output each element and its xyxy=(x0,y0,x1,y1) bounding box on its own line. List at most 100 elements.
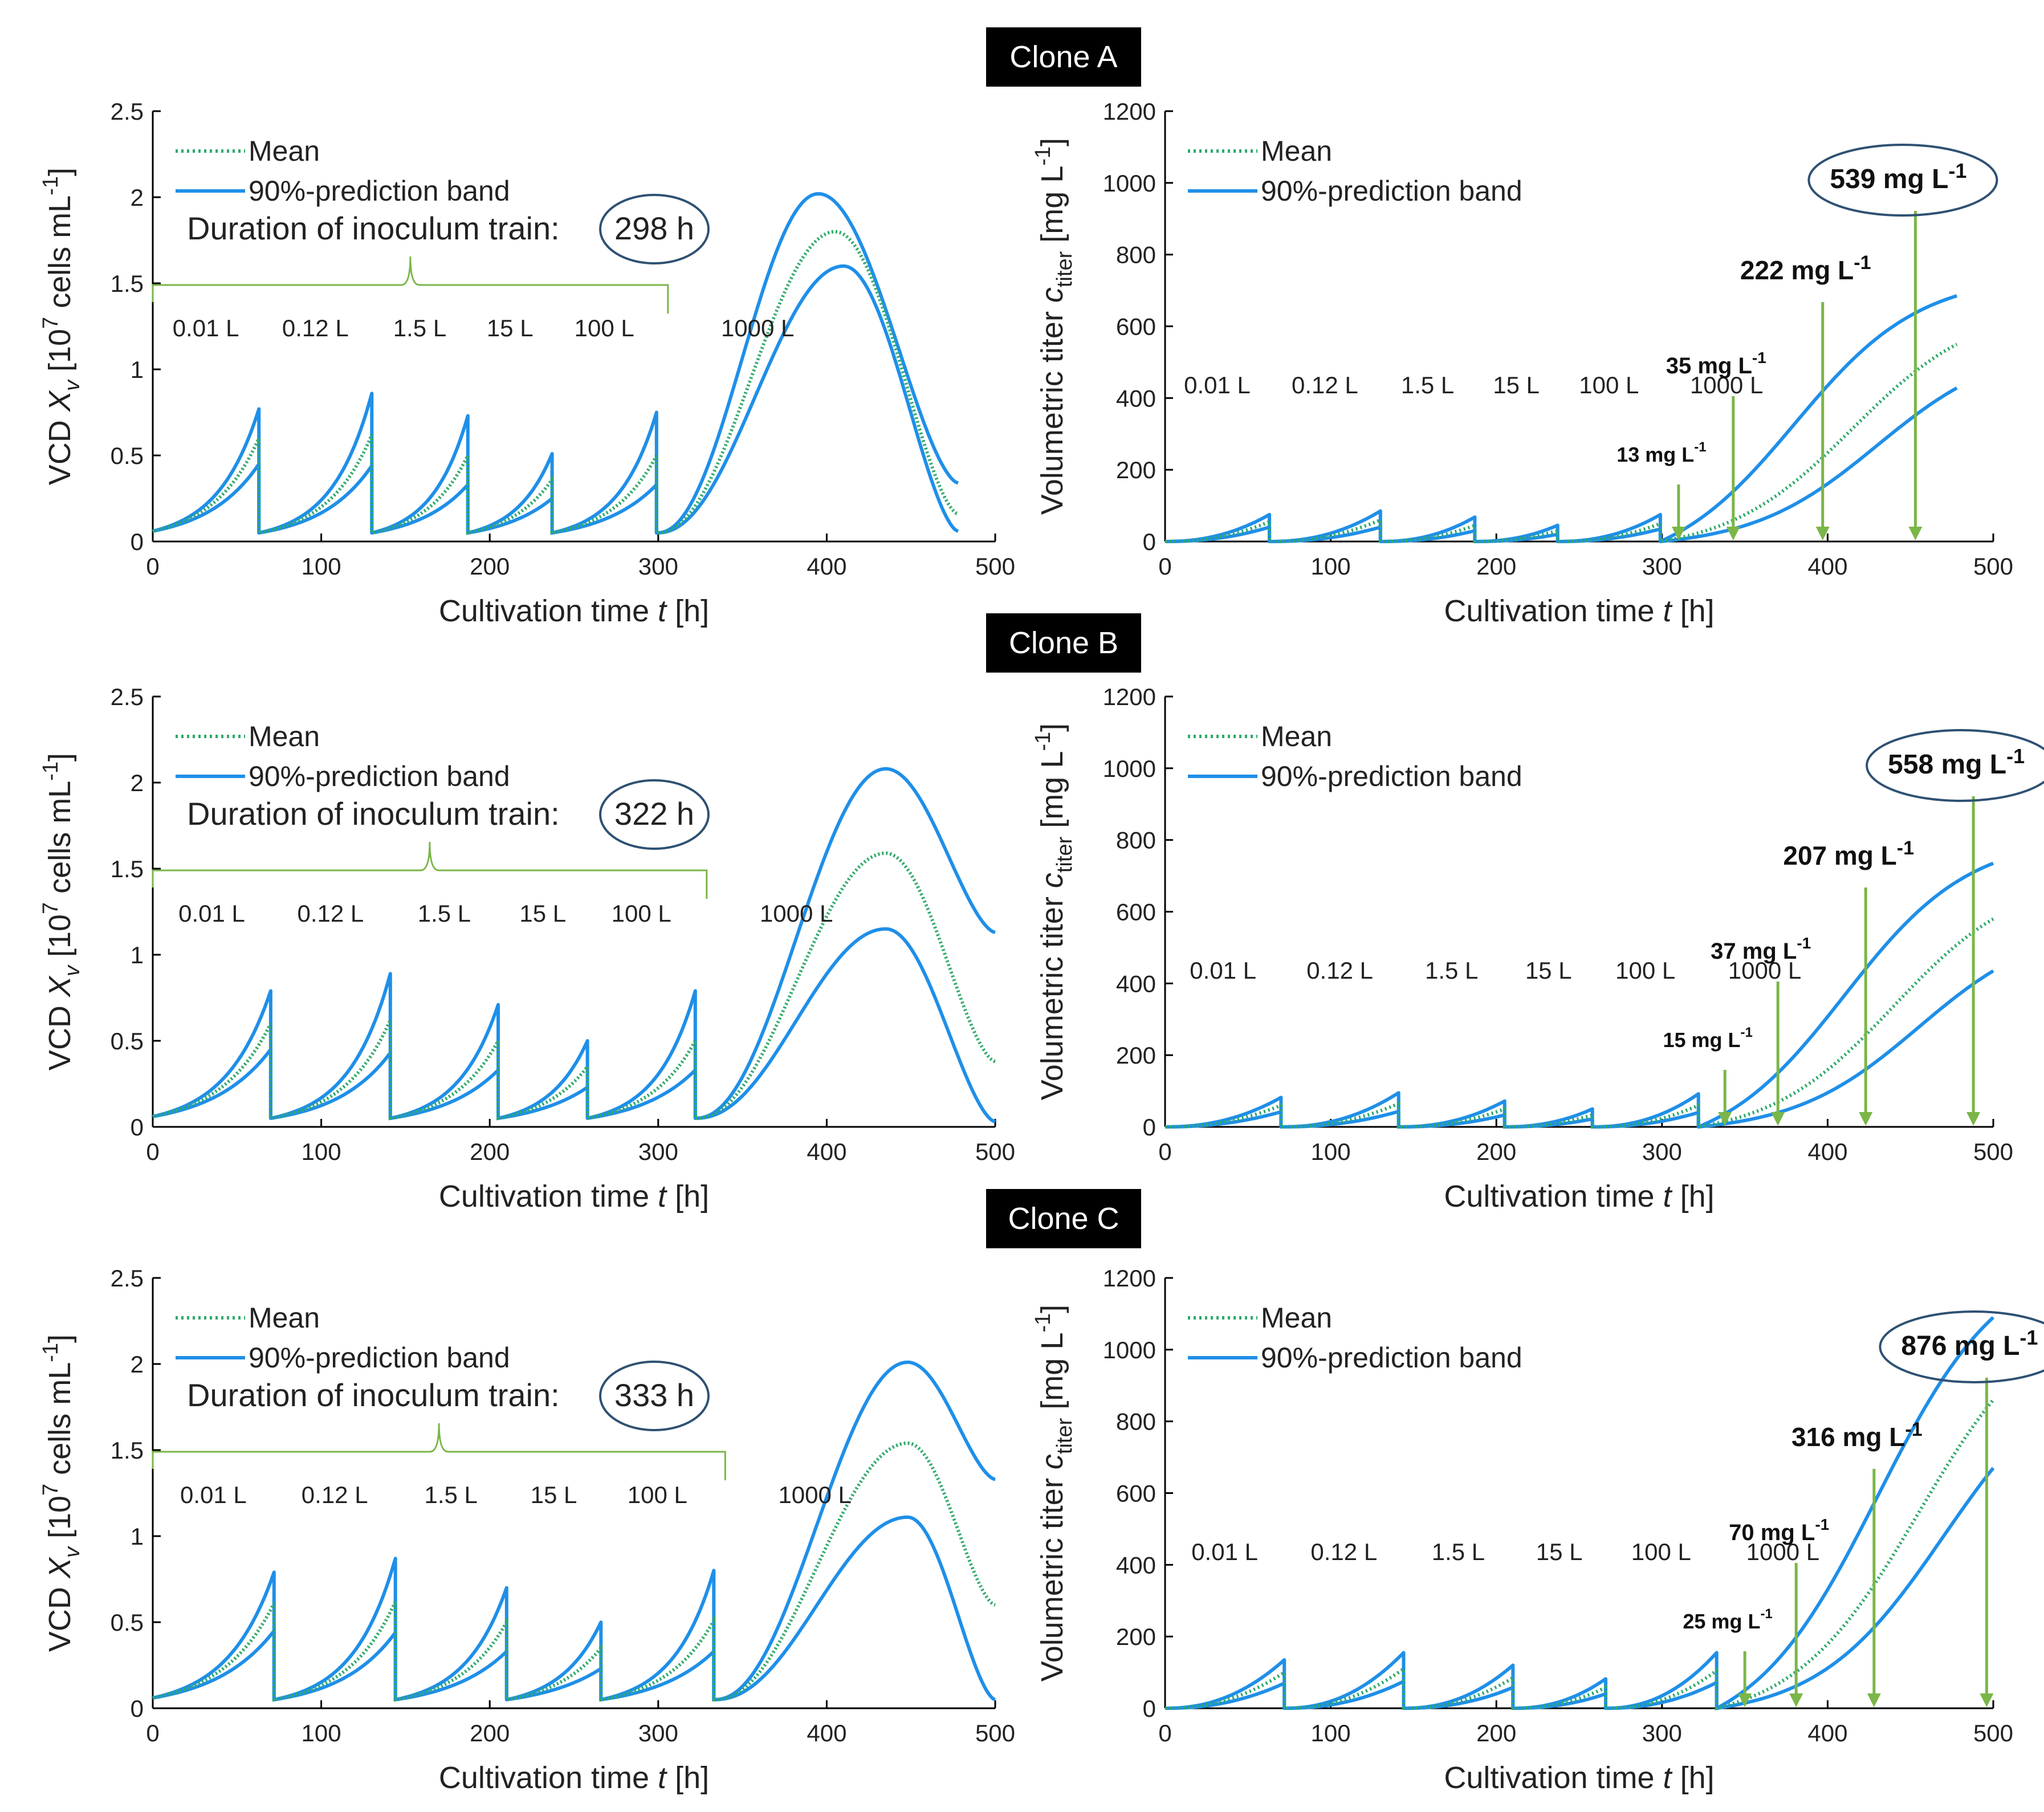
titer-b-legend-mean-label: Mean xyxy=(1261,720,1332,752)
titer-b-y-tick-label: 1000 xyxy=(1103,755,1156,782)
vcd-a-x-tick-label: 300 xyxy=(638,553,678,580)
vcd-a-stage-label: 0.01 L xyxy=(173,315,239,341)
titer-c-annotation-label: 316 mg L-1 xyxy=(1791,1419,1923,1452)
titer-b-x-tick-label: 300 xyxy=(1642,1138,1682,1165)
titer-c-band-upper-line xyxy=(1165,1316,1995,1710)
vcd-c-stage-label: 15 L xyxy=(531,1481,577,1508)
titer-b-stage-label: 1000 L xyxy=(1728,957,1801,984)
vcd-chart-clone-b: 0 100 200 300 400 500 0 0.5 1 1.5 2 2.5 Mean 90%-pred… xyxy=(39,683,1015,1214)
vcd-c-y-tick-label: 1 xyxy=(131,1523,144,1550)
vcd-a-stage-label: 1.5 L xyxy=(393,315,446,341)
titer-a-y-tick-label: 200 xyxy=(1116,457,1156,483)
vcd-a-y-tick-label: 2 xyxy=(131,184,144,211)
vcd-c-stage-label: 0.01 L xyxy=(180,1481,247,1508)
vcd-b-mean-line xyxy=(152,851,996,1121)
titer-c-stage-label: 1.5 L xyxy=(1432,1538,1485,1565)
titer-b-annotation-label: 558 mg L-1 xyxy=(1888,744,2025,780)
vcd-a-stage-label: 1000 L xyxy=(721,315,794,341)
vcd-c-y-tick-label: 2 xyxy=(131,1351,144,1378)
vcd-a-stage-label: 100 L xyxy=(575,315,634,341)
vcd-a-band-upper-line xyxy=(152,192,959,535)
titer-b-annotation-arrowhead xyxy=(1859,1112,1873,1126)
titer-a-x-tick-label: 100 xyxy=(1311,553,1351,580)
clone-c-label-text: Clone C xyxy=(1008,1202,1119,1236)
titer-a-stage-label: 0.12 L xyxy=(1292,372,1358,398)
titer-c-x-tick-label: 200 xyxy=(1476,1720,1516,1746)
titer-a-legend-mean-label: Mean xyxy=(1261,135,1332,167)
vcd-a-x-tick-label: 500 xyxy=(975,553,1015,580)
titer-a-annotation-arrowhead xyxy=(1815,527,1830,540)
chart-panels: 0 100 200 300 400 50000.511.522.5Mean90%-pred… xyxy=(39,98,2044,1795)
titer-b-band-upper-line xyxy=(1165,861,1994,1129)
vcd-c-x-tick-label: 100 xyxy=(302,1720,341,1746)
vcd-c-x-axis-label: Cultivation time t [h] xyxy=(439,1761,709,1795)
vcd-a-x-tick-label: 0 xyxy=(146,553,159,580)
clone-b-label-text: Clone B xyxy=(1009,626,1118,660)
vcd-c-y-tick-label: 0.5 xyxy=(111,1609,144,1636)
titer-a-x-tick-label: 300 xyxy=(1642,553,1682,580)
titer-a-stage-label: 100 L xyxy=(1579,372,1639,398)
titer-b-x-tick-label: 400 xyxy=(1807,1138,1847,1165)
vcd-a-x-tick-label: 400 xyxy=(807,553,846,580)
vcd-a-y-tick-label: 0.5 xyxy=(111,442,144,469)
vcd-b-x-tick-label: 500 xyxy=(975,1138,1015,1165)
titer-a-annotation-ellipse xyxy=(1807,144,1998,217)
vcd-a-y-tick-label: 1 xyxy=(131,356,144,383)
vcd-c-legend-band-label: 90%-prediction band xyxy=(249,1342,510,1374)
vcd-b-stage-label: 15 L xyxy=(519,900,566,927)
vcd-a-duration-value: 298 h xyxy=(614,210,694,246)
titer-chart-clone-b: 0 100 200 300 400 500 0 200 400 600 800 1000 1200 Mea… xyxy=(1031,683,2044,1214)
titer-c-annotation-ellipse xyxy=(1879,1310,2044,1383)
titer-a-y-tick-label: 400 xyxy=(1116,385,1156,412)
vcd-a-x-axis-label: Cultivation time t [h] xyxy=(439,594,709,628)
titer-a-stage-label: 0.01 L xyxy=(1184,372,1251,398)
titer-b-stage-label: 0.01 L xyxy=(1190,957,1256,984)
vcd-c-stage-label: 1.5 L xyxy=(424,1481,477,1508)
titer-b-y-tick-label: 600 xyxy=(1116,899,1156,926)
titer-a-annotation-label: 222 mg L-1 xyxy=(1740,252,1871,285)
clone-c-label: Clone C xyxy=(986,1189,1141,1248)
vcd-a-stage-label: 0.12 L xyxy=(282,315,349,341)
vcd-c-legend-mean-label: Mean xyxy=(249,1302,320,1334)
titer-c-annotation-arrowhead xyxy=(1867,1693,1881,1707)
titer-a-x-tick-label: 400 xyxy=(1807,553,1847,580)
vcd-chart-clone-c: 0 100 200 300 400 500 0 0.5 1 1.5 2 2.5 Mean 90%-pred… xyxy=(39,1265,1015,1795)
titer-c-legend-band-label: 90%-prediction band xyxy=(1261,1342,1522,1374)
titer-c-annotation-arrowhead xyxy=(1738,1693,1752,1707)
vcd-c-band-upper-line xyxy=(152,1361,996,1701)
vcd-a-mean-line xyxy=(152,230,959,535)
vcd-chart-clone-a: 0 100 200 300 400 500 0 0.5 1 1.5 2 2.5 Mean 90%-pred… xyxy=(39,98,1015,628)
titer-c-y-tick-label: 0 xyxy=(1143,1695,1156,1722)
vcd-c-x-tick-label: 200 xyxy=(470,1720,510,1746)
titer-c-legend-mean-label: Mean xyxy=(1261,1302,1332,1334)
vcd-c-stage-label: 1000 L xyxy=(778,1481,851,1508)
titer-a-x-axis-label: Cultivation time t [h] xyxy=(1444,594,1714,628)
vcd-b-y-tick-label: 2 xyxy=(131,769,144,796)
titer-c-y-tick-label: 200 xyxy=(1116,1623,1156,1650)
titer-a-annotation-label: 539 mg L-1 xyxy=(1830,159,1966,194)
vcd-a-y-axis-label: VCD Xv [107 cells mL-1] xyxy=(39,168,84,485)
vcd-a-legend-mean-label: Mean xyxy=(249,135,320,167)
titer-chart-clone-a: 0 100 200 300 400 500 0 200 400 600 800 1000 1200 Mea… xyxy=(1031,98,2013,628)
vcd-b-y-tick-label: 0 xyxy=(131,1114,144,1141)
vcd-b-y-tick-label: 2.5 xyxy=(111,683,144,710)
vcd-a-y-tick-label: 2.5 xyxy=(111,98,144,125)
vcd-b-x-tick-label: 400 xyxy=(807,1138,846,1165)
vcd-b-duration-label: Duration of inoculum train: xyxy=(187,796,560,832)
titer-a-annotation-label: 13 mg L-1 xyxy=(1617,439,1706,466)
vcd-b-stage-label: 0.12 L xyxy=(298,900,364,927)
vcd-a-y-tick-label: 1.5 xyxy=(111,270,144,297)
titer-a-band-upper-line xyxy=(1165,294,1958,543)
titer-b-stage-label: 0.12 L xyxy=(1306,957,1373,984)
titer-c-x-tick-label: 400 xyxy=(1807,1720,1847,1746)
vcd-c-duration-value: 333 h xyxy=(614,1377,694,1413)
vcd-b-stage-label: 1.5 L xyxy=(418,900,471,927)
titer-a-y-axis-label: Volumetric titer ctiter [mg L-1] xyxy=(1031,138,1077,515)
vcd-c-y-tick-label: 2.5 xyxy=(111,1265,144,1292)
titer-c-x-tick-label: 100 xyxy=(1311,1720,1351,1746)
clone-c-label-bg xyxy=(986,1189,1141,1248)
vcd-c-mean-line xyxy=(152,1441,996,1702)
vcd-c-y-tick-label: 0 xyxy=(131,1695,144,1722)
titer-a-y-tick-label: 800 xyxy=(1116,242,1156,268)
